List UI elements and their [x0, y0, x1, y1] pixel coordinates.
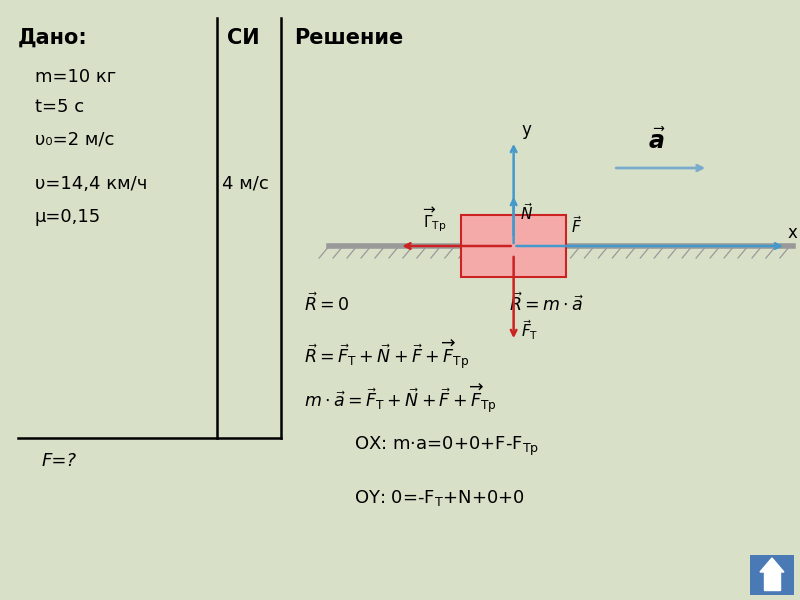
Text: υ₀=2 м/с: υ₀=2 м/с	[35, 130, 114, 148]
Text: Дано:: Дано:	[18, 28, 88, 48]
Bar	[462, 215, 566, 277]
Text: F=?: F=?	[42, 452, 77, 470]
Text: СИ: СИ	[227, 28, 260, 48]
Text: $\overrightarrow{\Gamma}_{\mathrm{Tp}}$: $\overrightarrow{\Gamma}_{\mathrm{Tp}}$	[423, 205, 446, 234]
Text: $\vec{R} = m \cdot \vec{a}$: $\vec{R} = m \cdot \vec{a}$	[509, 292, 584, 314]
Text: t=5 с: t=5 с	[35, 98, 84, 116]
Polygon shape	[764, 572, 780, 590]
Text: x: x	[788, 224, 798, 242]
Text: y: y	[522, 121, 531, 139]
Text: $\vec{\boldsymbol{a}}$: $\vec{\boldsymbol{a}}$	[648, 128, 666, 154]
Text: μ=0,15: μ=0,15	[35, 208, 101, 226]
Bar	[750, 555, 794, 595]
Text: ОХ: m$\cdot$a=0+0+F-F$_{\rm Tp}$: ОХ: m$\cdot$a=0+0+F-F$_{\rm Tp}$	[354, 435, 539, 458]
Text: $\vec{F}_{\mathrm{T}}$: $\vec{F}_{\mathrm{T}}$	[521, 318, 538, 341]
Text: Решение: Решение	[294, 28, 403, 48]
Text: 4 м/с: 4 м/с	[222, 175, 269, 193]
Text: $\vec{F}$: $\vec{F}$	[571, 215, 582, 236]
Text: $\vec{N}$: $\vec{N}$	[520, 202, 533, 223]
Text: υ=14,4 км/ч: υ=14,4 км/ч	[35, 175, 147, 193]
Text: $\vec{R} = 0$: $\vec{R} = 0$	[304, 292, 350, 314]
Text: $\vec{R} = \vec{F}_{\mathrm{T}} + \vec{N} + \vec{F} + \overrightarrow{F}_{\mathr: $\vec{R} = \vec{F}_{\mathrm{T}} + \vec{N…	[304, 338, 470, 371]
Text: m=10 кг: m=10 кг	[35, 68, 116, 86]
Text: ОY: 0=-F$_{\rm T}$+N+0+0: ОY: 0=-F$_{\rm T}$+N+0+0	[354, 488, 525, 508]
Text: $m \cdot \vec{a} = \vec{F}_{\mathrm{T}} + \vec{N} + \vec{F} + \overrightarrow{F}: $m \cdot \vec{a} = \vec{F}_{\mathrm{T}} …	[304, 382, 497, 415]
Polygon shape	[760, 558, 784, 572]
